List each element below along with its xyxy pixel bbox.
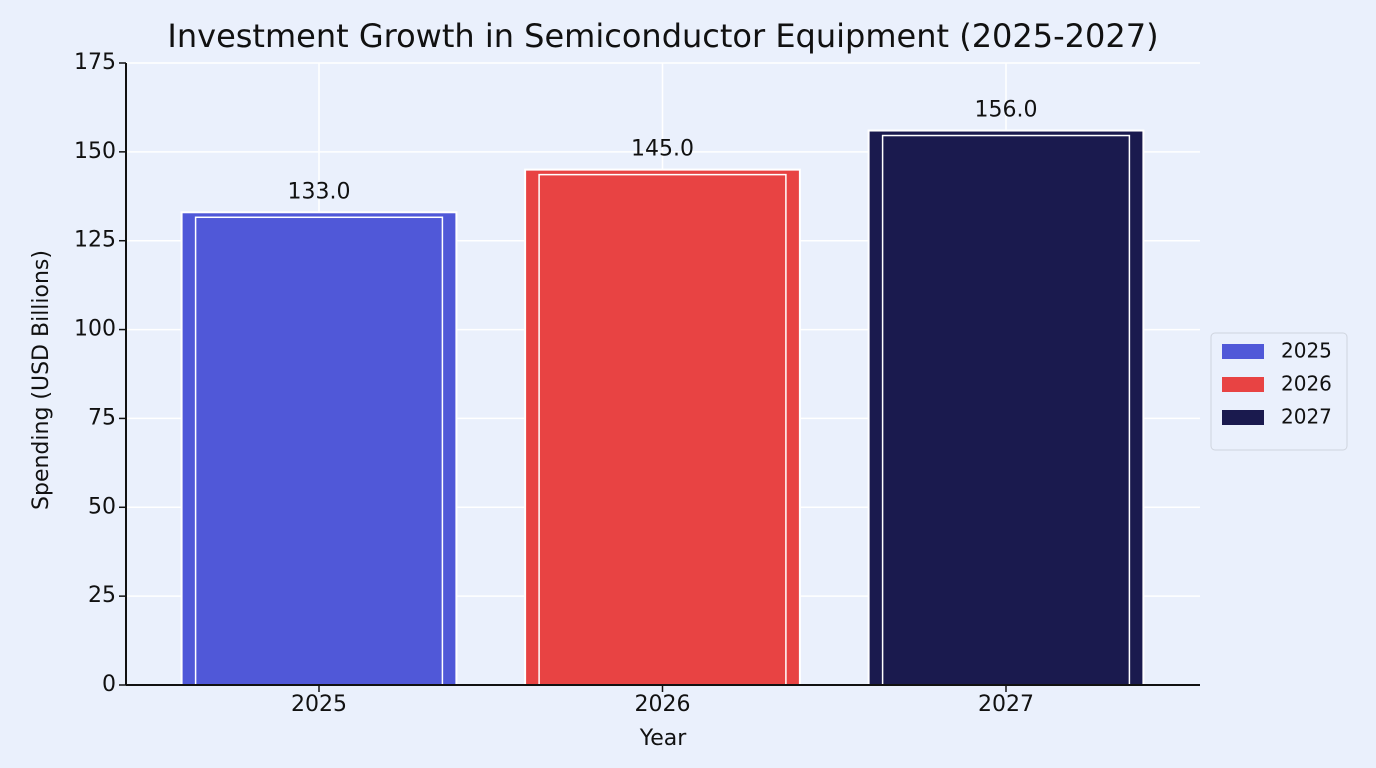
value-label: 156.0 (975, 98, 1038, 123)
y-tick-label: 150 (74, 139, 116, 164)
y-tick-label: 75 (88, 405, 116, 430)
y-tick-label: 25 (88, 583, 116, 608)
y-tick-label: 125 (74, 228, 116, 253)
y-axis-label: Spending (USD Billions) (29, 250, 54, 510)
legend: 2025 2026 2027 (1210, 332, 1348, 451)
legend-swatch (1222, 344, 1264, 359)
legend-label: 2025 (1281, 339, 1332, 363)
x-axis-label: Year (639, 726, 688, 751)
value-label: 133.0 (288, 179, 351, 204)
legend-label: 2026 (1281, 372, 1332, 396)
bar (867, 129, 1145, 686)
bars: 133.0 145.0 156.0 (180, 98, 1145, 686)
x-tick-label: 2025 (291, 692, 347, 717)
y-tick-label: 50 (88, 494, 116, 519)
bar (524, 168, 801, 686)
y-tick-label: 100 (74, 317, 116, 342)
y-tick-label: 0 (102, 672, 116, 697)
axes: 0 25 50 75 100 125 150 175 2025 2026 2027 (74, 50, 1200, 717)
legend-label: 2027 (1281, 405, 1332, 429)
x-tick-label: 2026 (635, 692, 691, 717)
x-tick-label: 2027 (978, 692, 1034, 717)
bar (180, 211, 458, 686)
value-label: 145.0 (631, 137, 694, 162)
chart-title: Investment Growth in Semiconductor Equip… (167, 17, 1158, 55)
legend-swatch (1222, 377, 1264, 392)
legend-swatch (1222, 410, 1264, 425)
y-tick-label: 175 (74, 50, 116, 75)
